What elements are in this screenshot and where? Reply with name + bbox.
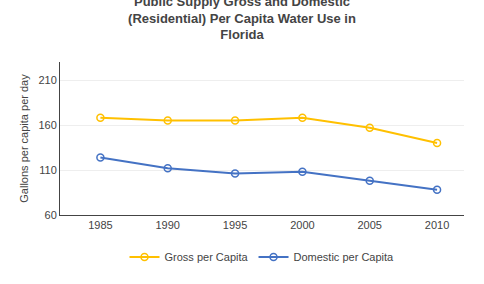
svg-text:60: 60 bbox=[45, 209, 57, 221]
svg-text:Gallons per capita per day: Gallons per capita per day bbox=[18, 74, 30, 203]
svg-text:2000: 2000 bbox=[290, 219, 314, 231]
svg-text:Public Supply Gross and Domest: Public Supply Gross and Domestic(Residen… bbox=[128, 0, 356, 42]
svg-text:2010: 2010 bbox=[425, 219, 449, 231]
svg-text:1985: 1985 bbox=[88, 219, 112, 231]
svg-text:1995: 1995 bbox=[223, 219, 247, 231]
svg-text:Gross per Capita: Gross per Capita bbox=[165, 251, 249, 263]
svg-text:1990: 1990 bbox=[155, 219, 179, 231]
svg-text:Domestic per Capita: Domestic per Capita bbox=[294, 251, 395, 263]
svg-text:160: 160 bbox=[38, 119, 56, 131]
svg-text:110: 110 bbox=[39, 164, 57, 176]
svg-text:210: 210 bbox=[38, 74, 56, 86]
svg-text:2005: 2005 bbox=[357, 219, 381, 231]
